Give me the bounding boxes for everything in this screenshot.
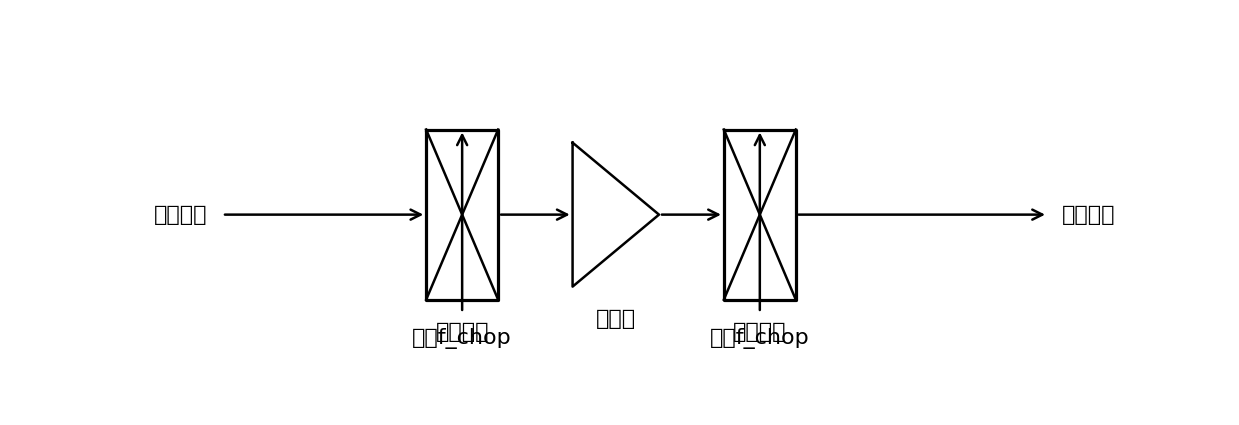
Text: 斩波调制: 斩波调制 bbox=[435, 323, 489, 343]
Text: 时钝f_chop: 时钝f_chop bbox=[710, 329, 810, 349]
Text: 斩波解调: 斩波解调 bbox=[733, 323, 787, 343]
Text: 信号输入: 信号输入 bbox=[154, 204, 208, 225]
Text: 放大器: 放大器 bbox=[596, 309, 636, 329]
Text: 信号输出: 信号输出 bbox=[1062, 204, 1116, 225]
Text: 时钝f_chop: 时钝f_chop bbox=[413, 329, 512, 349]
